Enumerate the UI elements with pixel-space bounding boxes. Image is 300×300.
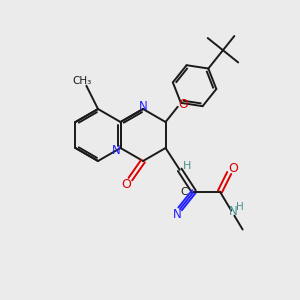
- Text: N: N: [229, 205, 238, 218]
- Text: N: N: [112, 143, 121, 157]
- Text: H: H: [182, 161, 191, 171]
- Text: N: N: [173, 208, 182, 221]
- Text: O: O: [122, 178, 131, 190]
- Text: N: N: [139, 100, 147, 112]
- Text: CH₃: CH₃: [73, 76, 92, 86]
- Text: O: O: [228, 163, 238, 176]
- Text: H: H: [236, 202, 244, 212]
- Text: C: C: [180, 187, 188, 196]
- Text: O: O: [178, 98, 188, 111]
